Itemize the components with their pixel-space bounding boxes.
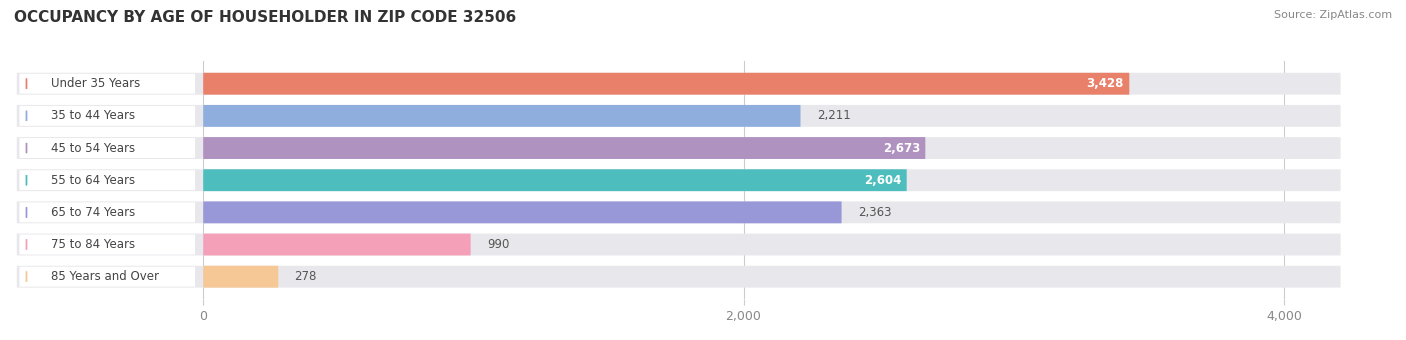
FancyBboxPatch shape (204, 234, 471, 255)
Text: 990: 990 (486, 238, 509, 251)
FancyBboxPatch shape (17, 266, 1340, 288)
FancyBboxPatch shape (20, 235, 195, 255)
FancyBboxPatch shape (204, 169, 907, 191)
FancyBboxPatch shape (17, 169, 1340, 191)
Text: 85 Years and Over: 85 Years and Over (51, 270, 159, 283)
FancyBboxPatch shape (204, 137, 925, 159)
Text: 55 to 64 Years: 55 to 64 Years (51, 174, 135, 187)
FancyBboxPatch shape (204, 105, 800, 127)
FancyBboxPatch shape (20, 106, 195, 126)
Text: Under 35 Years: Under 35 Years (51, 77, 141, 90)
Text: 2,604: 2,604 (863, 174, 901, 187)
Text: 2,363: 2,363 (858, 206, 891, 219)
FancyBboxPatch shape (20, 74, 195, 94)
FancyBboxPatch shape (20, 267, 195, 287)
FancyBboxPatch shape (204, 266, 278, 288)
Text: 2,673: 2,673 (883, 141, 920, 155)
Text: 45 to 54 Years: 45 to 54 Years (51, 141, 135, 155)
Text: 3,428: 3,428 (1087, 77, 1123, 90)
Text: 65 to 74 Years: 65 to 74 Years (51, 206, 135, 219)
Text: Source: ZipAtlas.com: Source: ZipAtlas.com (1274, 10, 1392, 20)
FancyBboxPatch shape (20, 170, 195, 190)
FancyBboxPatch shape (204, 73, 1129, 95)
Text: 35 to 44 Years: 35 to 44 Years (51, 109, 135, 122)
Text: 75 to 84 Years: 75 to 84 Years (51, 238, 135, 251)
Text: 2,211: 2,211 (817, 109, 851, 122)
FancyBboxPatch shape (17, 137, 1340, 159)
FancyBboxPatch shape (17, 105, 1340, 127)
FancyBboxPatch shape (20, 202, 195, 222)
FancyBboxPatch shape (17, 201, 1340, 223)
FancyBboxPatch shape (204, 201, 842, 223)
Text: OCCUPANCY BY AGE OF HOUSEHOLDER IN ZIP CODE 32506: OCCUPANCY BY AGE OF HOUSEHOLDER IN ZIP C… (14, 10, 516, 25)
Text: 278: 278 (294, 270, 316, 283)
FancyBboxPatch shape (17, 73, 1340, 95)
FancyBboxPatch shape (20, 138, 195, 158)
FancyBboxPatch shape (17, 234, 1340, 255)
